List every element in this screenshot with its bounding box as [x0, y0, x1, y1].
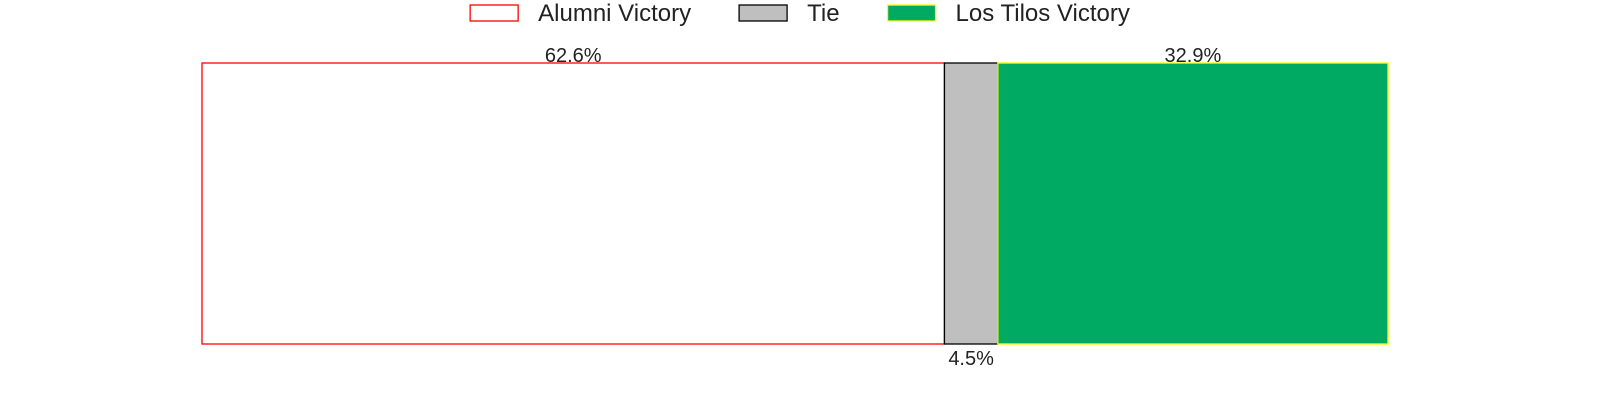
legend-swatch-tie — [738, 4, 788, 22]
legend-label-los-tilos-victory: Los Tilos Victory — [956, 0, 1130, 27]
bar-segment-alumni-victory — [201, 62, 946, 345]
legend: Alumni Victory Tie Los Tilos Victory — [469, 0, 1130, 27]
data-label-tie: 4.5% — [948, 348, 994, 370]
bar-segment-los-tilos-victory — [997, 62, 1389, 345]
legend-swatch-los-tilos-victory — [886, 4, 937, 22]
legend-swatch-alumni-victory — [469, 4, 519, 22]
legend-label-tie: Tie — [807, 0, 839, 27]
bar-segments — [201, 62, 1389, 345]
data-label-alumni-victory: 62.6% — [545, 45, 602, 67]
data-labels: 62.6% 4.5% 32.9% — [545, 45, 1222, 370]
bar-segment-tie — [943, 62, 999, 345]
data-label-los-tilos-victory: 32.9% — [1165, 45, 1222, 67]
legend-label-alumni-victory: Alumni Victory — [538, 0, 691, 27]
